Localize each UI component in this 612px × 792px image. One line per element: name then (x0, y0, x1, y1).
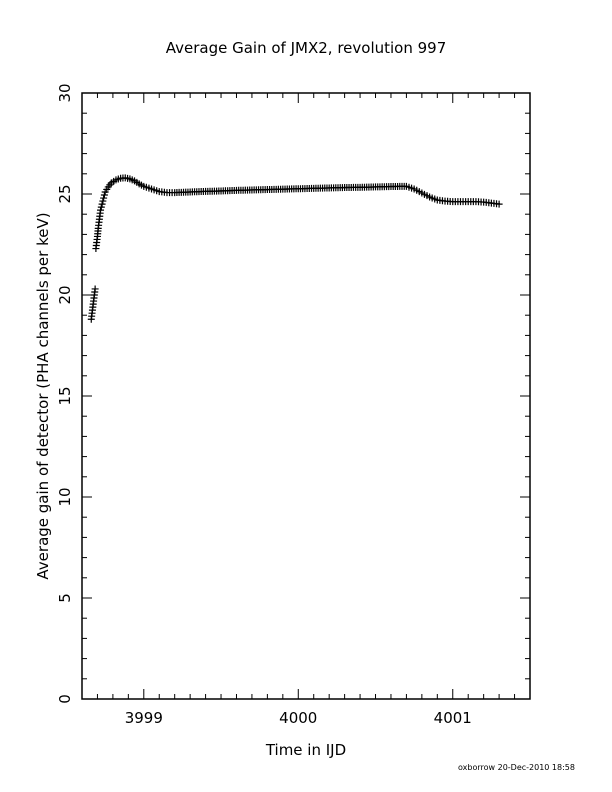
y-tick-label: 10 (56, 487, 74, 506)
data-point (99, 197, 107, 205)
footer-stamp: oxborrow 20-Dec-2010 18:58 (458, 763, 575, 772)
y-tick-label: 30 (56, 83, 74, 102)
y-axis-label: Average gain of detector (PHA channels p… (34, 212, 52, 579)
tick-labels: 0 5 10 15 20 25 30 3999 4000 4001 (56, 83, 472, 727)
x-tick-label: 3999 (125, 709, 163, 727)
x-tick-label: 4000 (279, 709, 317, 727)
data-point (98, 200, 106, 208)
data-point (495, 200, 503, 208)
y-tick-label: 25 (56, 184, 74, 203)
y-tick-label: 0 (56, 694, 74, 704)
axis-ticks (81, 92, 531, 700)
chart-title: Average Gain of JMX2, revolution 997 (166, 39, 447, 57)
data-point (100, 194, 108, 202)
y-tick-label: 5 (56, 593, 74, 603)
data-point (97, 206, 105, 214)
data-point (91, 285, 99, 293)
y-tick-label: 15 (56, 386, 74, 405)
y-tick-label: 20 (56, 285, 74, 304)
x-axis-label: Time in IJD (265, 741, 346, 759)
x-tick-label: 4001 (434, 709, 472, 727)
data-point (97, 203, 105, 211)
data-points (87, 174, 503, 323)
plot-frame (81, 92, 531, 700)
data-point (100, 191, 108, 199)
